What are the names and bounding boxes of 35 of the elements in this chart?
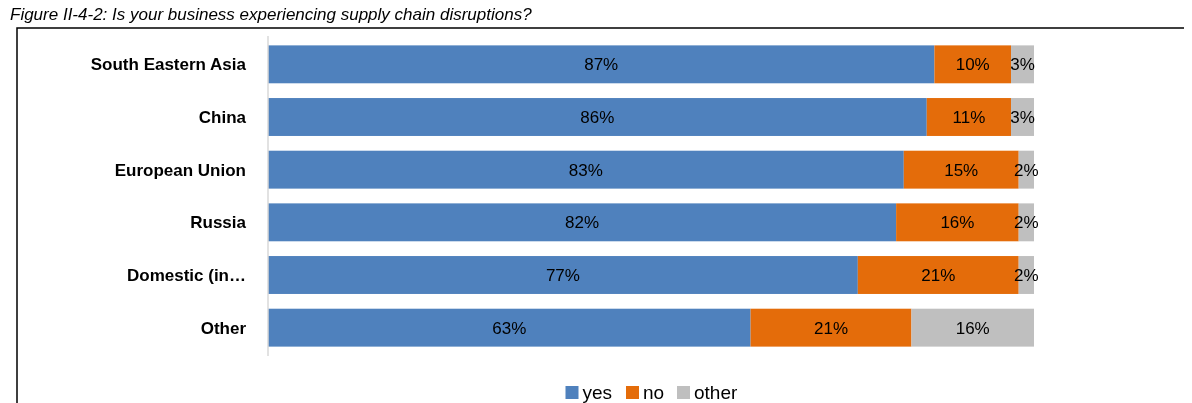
bar: [750, 308, 912, 347]
bar: [268, 203, 897, 242]
bar: [934, 45, 1012, 84]
bar: [268, 308, 751, 347]
bar: [268, 150, 904, 189]
bar: [268, 98, 927, 136]
bar: [268, 256, 858, 294]
bar: [911, 308, 1034, 347]
data-label: 77%: [545, 265, 580, 285]
bar: [926, 98, 1012, 136]
legend-label: yes: [582, 381, 613, 403]
data-label: 15%: [944, 160, 979, 180]
data-label: 3%: [1010, 55, 1035, 75]
data-label: 83%: [568, 160, 603, 180]
data-label: 3%: [1010, 107, 1035, 127]
data-label: 21%: [813, 318, 849, 338]
data-label: 16%: [940, 213, 975, 233]
chart-title: Figure II-4-2: Is your business experiencing supply chain disruptions?: [10, 5, 533, 24]
legend-label: no: [643, 381, 665, 403]
y-tick-label: Russia: [190, 213, 247, 233]
data-label: 86%: [580, 107, 615, 127]
data-label: 11%: [952, 107, 986, 127]
data-label: 63%: [492, 318, 527, 338]
y-tick-label: European Union: [114, 160, 246, 180]
data-label: 87%: [584, 55, 619, 75]
data-label: 21%: [921, 265, 956, 285]
y-tick-label: Other: [200, 318, 247, 338]
y-tick-label: South Eastern Asia: [90, 55, 247, 75]
data-label: 82%: [565, 213, 600, 233]
y-tick-label: China: [198, 107, 247, 127]
data-label: 10%: [955, 55, 990, 75]
data-label: 16%: [955, 318, 990, 338]
legend-label: other: [694, 381, 738, 403]
bar: [268, 45, 935, 84]
y-tick-label: Domestic (in…: [126, 265, 246, 285]
